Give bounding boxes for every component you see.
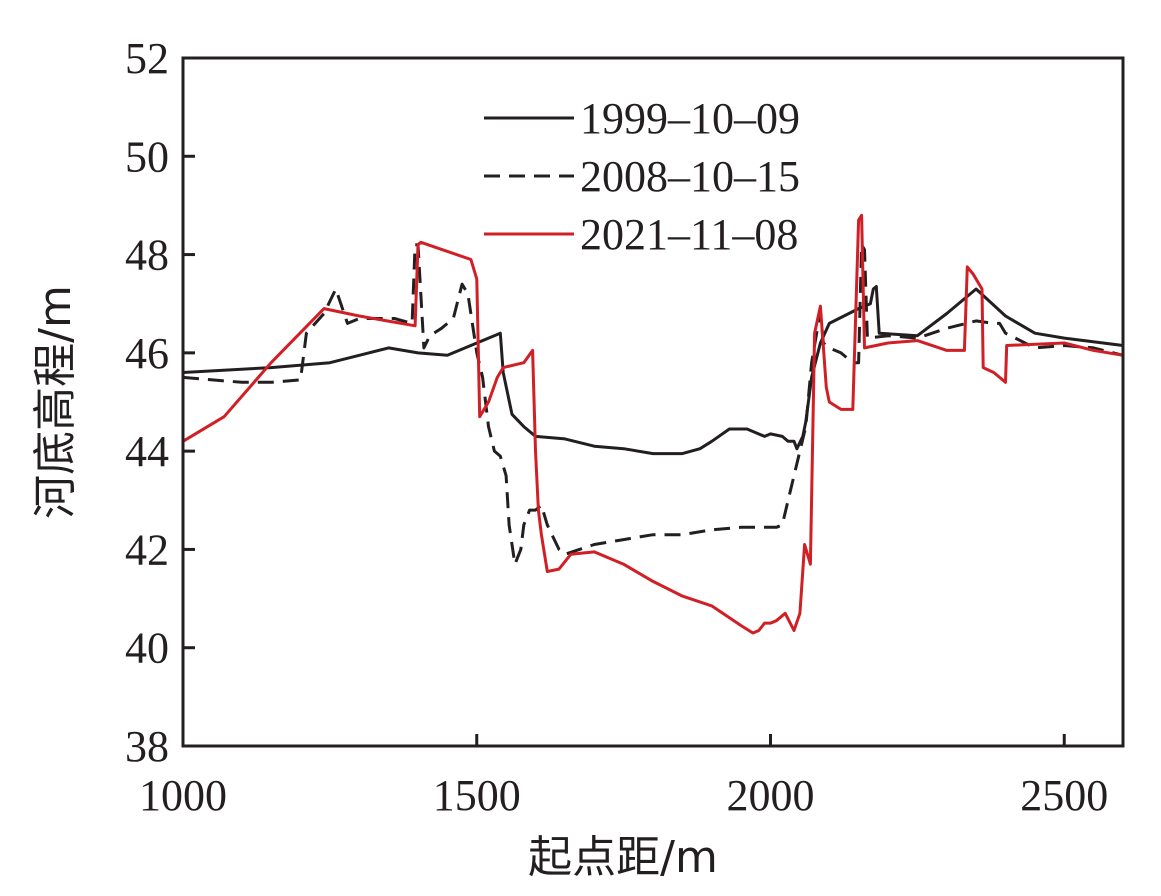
y-tick-label: 38: [125, 722, 169, 771]
x-tick-label: 2500: [1020, 771, 1108, 820]
y-tick-label: 40: [125, 624, 169, 673]
series-line-2: [182, 213, 1124, 635]
y-tick-label: 48: [125, 231, 169, 280]
x-tick-label: 1000: [139, 771, 227, 820]
legend-label-1: 2008–10–15: [580, 152, 800, 201]
legend-label-0: 1999–10–09: [580, 94, 800, 143]
series-line-1: [182, 243, 1124, 566]
series-line-0: [182, 285, 1124, 456]
plot-frame: [181, 56, 1125, 748]
x-tick-label: 2000: [727, 771, 815, 820]
y-tick-label: 42: [125, 525, 169, 574]
legend: 1999–10–09 2008–10–15 2021–11–08: [484, 94, 800, 259]
y-tick-label: 46: [125, 329, 169, 378]
y-tick-label: 44: [125, 427, 169, 476]
series-layer: [182, 213, 1124, 635]
x-axis-title: 起点距/m: [528, 832, 718, 883]
y-axis-title: 河底高程/m: [30, 285, 81, 519]
y-tick-label: 52: [125, 34, 169, 83]
y-tick-label: 50: [125, 132, 169, 181]
ticks-layer: 1000 1500 2000 2500 38 40 42 44 46 48 50 52: [125, 34, 1108, 820]
legend-label-2: 2021–11–08: [580, 210, 798, 259]
x-tick-label: 1500: [433, 771, 521, 820]
